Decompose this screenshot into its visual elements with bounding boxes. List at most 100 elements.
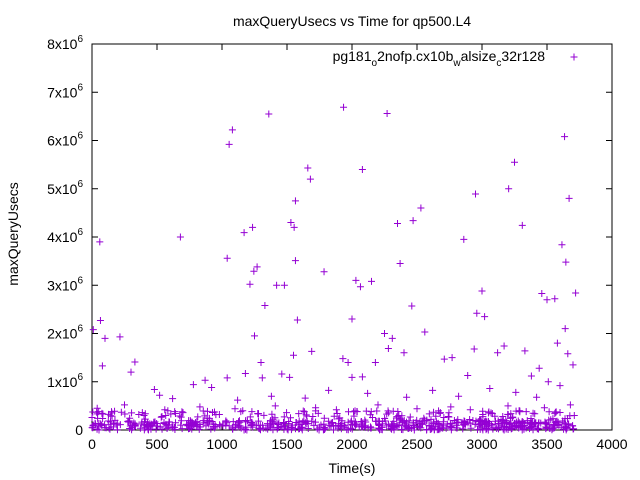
data-point (551, 410, 559, 418)
y-tick-base: 6x10 (47, 133, 78, 149)
data-point-dense (335, 420, 343, 428)
data-point-dense (273, 419, 281, 427)
data-point (440, 355, 448, 363)
data-point-dense (141, 410, 149, 418)
data-point-dense (355, 423, 363, 431)
data-point (358, 165, 366, 173)
data-point-dense (254, 417, 262, 425)
data-point-dense (300, 408, 308, 416)
data-point-dense (397, 415, 405, 423)
data-point-dense (262, 424, 270, 432)
data-point-dense (171, 408, 179, 416)
legend-label-part: 2nofp.cx10b (377, 48, 453, 64)
data-point-dense (507, 410, 515, 418)
data-point-dense (446, 423, 454, 431)
data-point-dense (153, 422, 161, 430)
data-point-dense (135, 410, 143, 418)
data-point (564, 350, 572, 358)
data-point-dense (246, 413, 254, 421)
data-point (348, 315, 356, 323)
data-point-dense (320, 425, 328, 433)
y-tick-exponent: 6 (77, 275, 83, 286)
legend-label-part: c (496, 58, 501, 69)
y-tick-label: 8x106 (47, 34, 83, 52)
data-point-dense (315, 423, 323, 431)
y-tick-exponent: 6 (77, 179, 83, 190)
data-point (320, 268, 328, 276)
data-point-dense (459, 425, 467, 433)
data-point-dense (151, 418, 159, 426)
data-point (561, 325, 569, 333)
data-point (240, 229, 248, 237)
data-point (569, 361, 577, 369)
data-point (358, 373, 366, 381)
data-point (352, 276, 360, 284)
data-point (478, 287, 486, 295)
data-point-dense (482, 426, 490, 434)
data-point (558, 241, 566, 249)
data-point-dense (476, 416, 484, 424)
data-point (286, 373, 294, 381)
data-point (518, 221, 526, 229)
data-point-dense (152, 425, 160, 433)
data-point-dense (287, 414, 295, 422)
data-point-dense (211, 423, 219, 431)
data-point-dense (194, 413, 202, 421)
data-point-dense (247, 422, 255, 430)
data-point (383, 109, 391, 117)
data-point-dense (111, 407, 119, 415)
data-point (231, 405, 239, 413)
data-point-dense (378, 426, 386, 434)
data-point (295, 410, 303, 418)
data-point-dense (551, 422, 559, 430)
data-point (429, 386, 437, 394)
data-point-dense (529, 409, 537, 417)
data-point (280, 281, 288, 289)
data-point-dense (95, 426, 103, 434)
data-point (287, 219, 295, 227)
data-point (512, 388, 520, 396)
data-point-dense (366, 423, 374, 431)
data-point (396, 260, 404, 268)
data-point-dense (93, 408, 101, 416)
data-point-dense (277, 423, 285, 431)
data-point (258, 374, 266, 382)
data-point (535, 364, 543, 372)
data-point-dense (537, 419, 545, 427)
data-point-dense (299, 407, 307, 415)
data-point-dense (435, 421, 443, 429)
data-point-dense (542, 425, 550, 433)
data-point-dense (273, 425, 281, 433)
data-point (278, 370, 286, 378)
data-point-dense (282, 422, 290, 430)
data-point (249, 223, 257, 231)
data-point-dense (256, 425, 264, 433)
data-point-dense (561, 415, 569, 423)
data-point (161, 406, 169, 414)
data-point (538, 289, 546, 297)
data-point-dense (398, 418, 406, 426)
legend-label-part: o (372, 58, 378, 69)
y-tick-exponent: 6 (77, 82, 83, 93)
data-point-dense (280, 413, 288, 421)
data-point (332, 406, 340, 414)
data-point-dense (284, 426, 292, 434)
y-tick-base: 3x10 (47, 277, 78, 293)
data-point-dense (333, 410, 341, 418)
x-tick-label: 500 (145, 436, 169, 452)
legend-marker (570, 53, 578, 61)
y-tick-label: 7x106 (47, 82, 83, 100)
data-point-dense (436, 409, 444, 417)
data-point-dense (131, 422, 139, 430)
data-point-dense (362, 407, 370, 415)
data-point (551, 295, 559, 303)
data-point-dense (268, 410, 276, 418)
data-point-dense (430, 408, 438, 416)
y-axis-label: maxQueryUsecs (5, 182, 21, 285)
data-point-dense (297, 424, 305, 432)
data-point-dense (466, 416, 474, 424)
data-point-dense (177, 421, 185, 429)
data-point-dense (351, 407, 359, 415)
data-point-dense (116, 421, 124, 429)
